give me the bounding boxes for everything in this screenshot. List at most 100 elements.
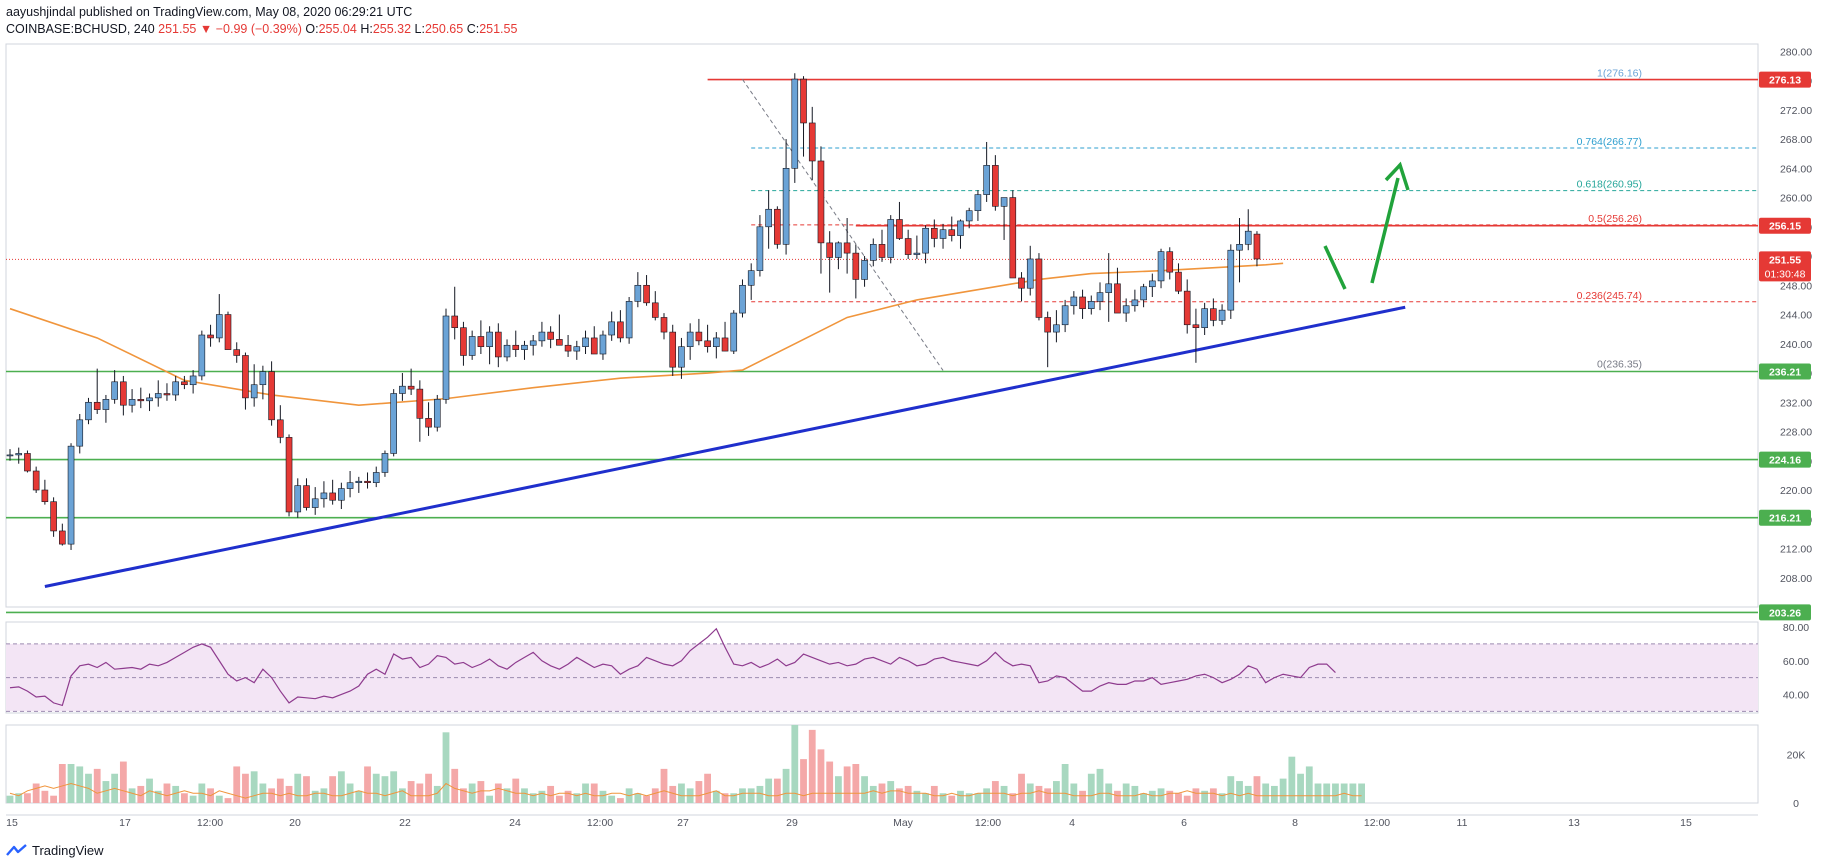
volume-bar <box>590 783 598 803</box>
candle-up <box>198 334 206 377</box>
volume-bar <box>512 778 520 803</box>
candle-down <box>800 78 807 124</box>
volume-bar <box>416 783 424 803</box>
volume-bar <box>896 788 903 803</box>
volume-bar <box>538 790 546 803</box>
volume-bar <box>974 793 982 803</box>
symbol-line: COINBASE:BCHUSD, 240 251.55 ▼ −0.99 (−0.… <box>6 21 517 38</box>
volume-bar <box>442 732 450 803</box>
candle-down <box>1079 296 1086 309</box>
candle-down <box>547 331 554 340</box>
projection-arrow-down <box>1323 245 1347 290</box>
volume-bar <box>1183 795 1191 803</box>
volume-bar <box>364 766 371 803</box>
logo-text: TradingView <box>32 843 104 858</box>
volume-bar <box>913 790 921 803</box>
volume-bar <box>1070 783 1078 803</box>
volume-bar <box>1122 783 1130 803</box>
volume-bar <box>163 783 171 803</box>
candle-down <box>556 339 563 346</box>
volume-bar <box>224 798 232 803</box>
candle-up <box>1131 299 1139 307</box>
volume-bar <box>102 781 110 803</box>
time-tick-label: 12:00 <box>587 817 613 829</box>
volume-bar <box>250 771 258 803</box>
volume-bar <box>939 793 947 803</box>
time-tick-label: 15 <box>6 817 18 829</box>
candle-down <box>721 337 729 352</box>
high-value: 255.32 <box>372 22 412 36</box>
volume-bar <box>294 773 302 803</box>
volume-bar <box>233 766 241 803</box>
volume-bar <box>730 793 738 803</box>
candle-down <box>416 388 424 419</box>
volume-bar <box>1305 766 1313 803</box>
candle-down <box>242 355 249 399</box>
candle-up <box>6 454 14 457</box>
candle-up <box>442 315 450 400</box>
volume-bar <box>617 798 624 803</box>
volume-bar <box>1148 790 1156 803</box>
volume-bar <box>773 778 781 803</box>
fib-label-1: 0.764(266.77) <box>1577 136 1642 148</box>
change-text: −0.99 (−0.39%) <box>215 22 302 36</box>
volume-bar <box>285 785 293 803</box>
candle-down <box>425 418 432 428</box>
price-tick-label: 212.00 <box>1780 544 1812 556</box>
price-tick-label: 232.00 <box>1780 397 1812 409</box>
candle-up <box>1053 324 1060 333</box>
volume-bar <box>1131 785 1139 803</box>
candle-up <box>713 337 720 348</box>
volume-bar <box>991 781 999 803</box>
candle-up <box>355 480 363 484</box>
candle-up <box>189 375 197 386</box>
volume-bar <box>808 729 816 803</box>
volume-bar <box>460 788 467 803</box>
volume-bar <box>76 766 84 803</box>
high-label: H: <box>360 22 373 36</box>
candle-down <box>163 393 171 396</box>
fib-diagonal <box>742 79 944 371</box>
candle-up <box>1105 283 1113 293</box>
candle-down <box>277 419 284 438</box>
candle-up <box>939 229 947 239</box>
candle-up <box>294 485 302 513</box>
price-tick-label: 228.00 <box>1780 427 1812 439</box>
close-value: 251.55 <box>479 22 518 36</box>
volume-bar <box>1201 790 1209 803</box>
candle-up <box>957 220 964 236</box>
volume-bar <box>1166 790 1174 803</box>
candle-up <box>381 453 389 473</box>
candle-up <box>128 399 136 406</box>
fib-label-5: 0(236.35) <box>1597 358 1642 370</box>
candle-up <box>85 401 92 421</box>
volume-bar <box>826 761 834 803</box>
volume-bar <box>137 785 145 803</box>
volume-bar <box>407 781 415 803</box>
candle-down <box>1183 290 1191 326</box>
candle-down <box>669 331 677 368</box>
volume-bar <box>503 788 511 803</box>
volume-bar <box>189 795 197 803</box>
candle-down <box>1018 277 1025 289</box>
candle-down <box>364 480 371 484</box>
candle-up <box>1087 301 1095 309</box>
candle-up <box>791 78 799 169</box>
level-label-216.21: 216.21 <box>1769 513 1801 525</box>
volume-bar <box>1053 781 1060 803</box>
volume-bar <box>817 749 825 803</box>
tradingview-logo[interactable]: TradingView <box>6 843 104 858</box>
candle-down <box>590 337 598 355</box>
volume-bar <box>1262 783 1270 803</box>
volume-bar <box>154 790 162 803</box>
volume-bar <box>215 795 223 803</box>
candle-up <box>608 321 615 336</box>
candle-down <box>1253 233 1261 260</box>
volume-bar <box>1332 783 1339 803</box>
level-label-236.21: 236.21 <box>1769 366 1801 378</box>
candle-up <box>1236 244 1243 251</box>
volume-bar <box>276 778 284 803</box>
level-tag-203.26 <box>1759 604 1811 621</box>
candle-up <box>399 385 406 394</box>
